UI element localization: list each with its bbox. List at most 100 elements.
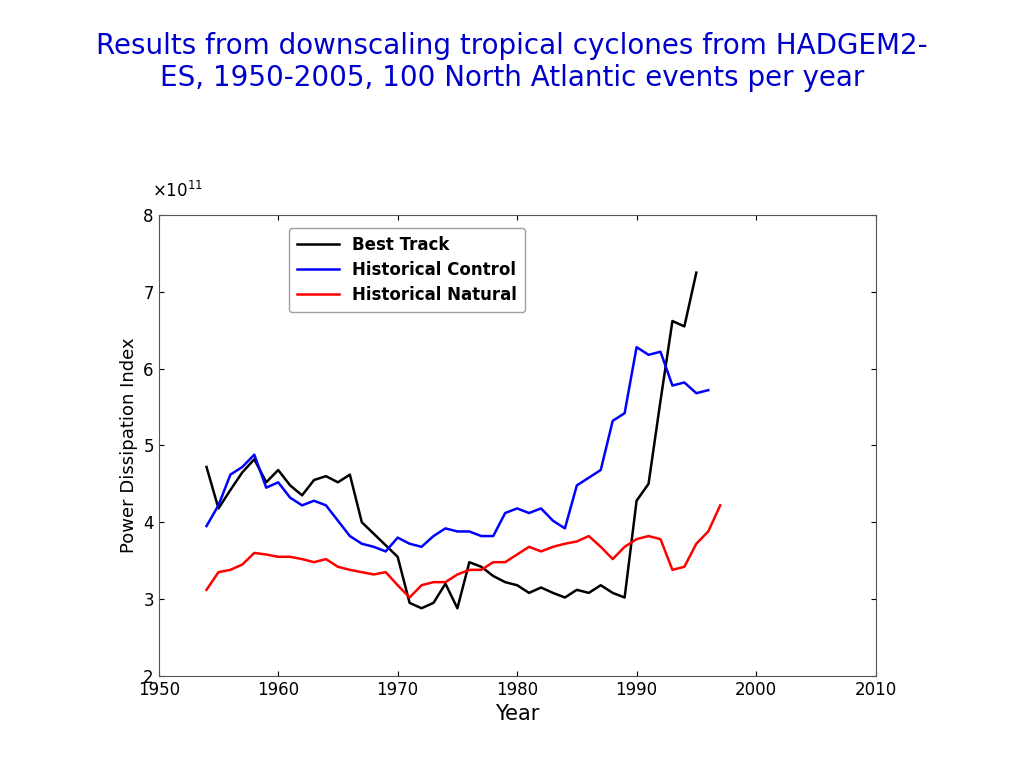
Best Track [416,604,428,613]
Best Track [523,588,536,598]
Historical Control [272,478,285,487]
Best Track [487,571,500,581]
Historical Natural [296,554,308,564]
Historical Natural [368,570,380,579]
Best Track [308,475,321,485]
Historical Control [618,409,631,418]
Historical Natural [618,542,631,551]
Best Track [618,593,631,602]
Best Track [380,541,392,550]
Best Track [475,562,487,571]
Line: Historical Control: Historical Control [207,347,709,551]
Legend: Best Track, Historical Control, Historical Natural: Best Track, Historical Control, Historic… [289,228,525,312]
Historical Natural [583,531,595,541]
Historical Natural [391,581,403,590]
Historical Control [296,501,308,510]
Best Track [201,462,213,472]
Historical Control [559,524,571,533]
Best Track [403,598,416,607]
Historical Natural [319,554,332,564]
Best Track [583,588,595,598]
Historical Control [284,493,296,502]
Historical Control [237,462,249,472]
Best Track [452,604,464,613]
Best Track [224,485,237,495]
Historical Natural [654,535,667,544]
Historical Control [308,496,321,505]
Historical Natural [344,565,356,574]
Historical Natural [678,562,690,571]
Historical Control [319,501,332,510]
Best Track [260,478,272,487]
Best Track [499,578,511,587]
Historical Control [248,450,260,459]
Best Track [690,268,702,277]
Historical Natural [606,554,618,564]
Historical Natural [523,542,536,551]
Best Track [642,479,654,488]
Best Track [678,322,690,331]
X-axis label: Year: Year [495,704,540,724]
Historical Natural [332,562,344,571]
Historical Natural [212,568,224,577]
Best Track [667,316,679,326]
Historical Control [487,531,500,541]
Historical Control [212,501,224,510]
Historical Natural [308,558,321,567]
Historical Control [631,343,643,352]
Best Track [439,579,452,588]
Text: $\times10^{11}$: $\times10^{11}$ [152,181,203,201]
Historical Natural [535,547,547,556]
Line: Best Track: Best Track [207,273,696,608]
Historical Control [391,533,403,542]
Best Track [355,518,368,527]
Best Track [332,478,344,487]
Best Track [284,481,296,490]
Historical Natural [427,578,439,587]
Historical Natural [452,570,464,579]
Historical Natural [475,565,487,574]
Best Track [535,583,547,592]
Historical Natural [224,565,237,574]
Historical Control [260,483,272,492]
Historical Natural [511,550,523,559]
Best Track [319,472,332,481]
Historical Control [452,527,464,536]
Historical Natural [631,535,643,544]
Historical Control [475,531,487,541]
Historical Natural [702,527,715,536]
Best Track [237,468,249,477]
Historical Control [463,527,475,536]
Best Track [570,585,583,594]
Historical Natural [667,565,679,574]
Y-axis label: Power Dissipation Index: Power Dissipation Index [120,338,137,553]
Historical Control [201,521,213,531]
Historical Natural [260,550,272,559]
Historical Control [606,416,618,425]
Historical Control [355,539,368,548]
Line: Historical Natural: Historical Natural [207,505,720,598]
Best Track [344,470,356,479]
Historical Natural [499,558,511,567]
Historical Control [332,516,344,525]
Historical Natural [272,552,285,561]
Historical Natural [248,548,260,558]
Historical Control [654,347,667,356]
Historical Natural [403,593,416,602]
Historical Control [344,531,356,541]
Best Track [631,496,643,505]
Best Track [212,504,224,513]
Historical Control [667,381,679,390]
Historical Control [499,508,511,518]
Historical Control [642,350,654,359]
Historical Control [678,378,690,387]
Best Track [654,396,667,406]
Historical Natural [355,568,368,577]
Historical Natural [416,581,428,590]
Historical Natural [547,542,559,551]
Best Track [248,455,260,464]
Best Track [559,593,571,602]
Best Track [272,465,285,475]
Historical Natural [439,578,452,587]
Historical Natural [463,565,475,574]
